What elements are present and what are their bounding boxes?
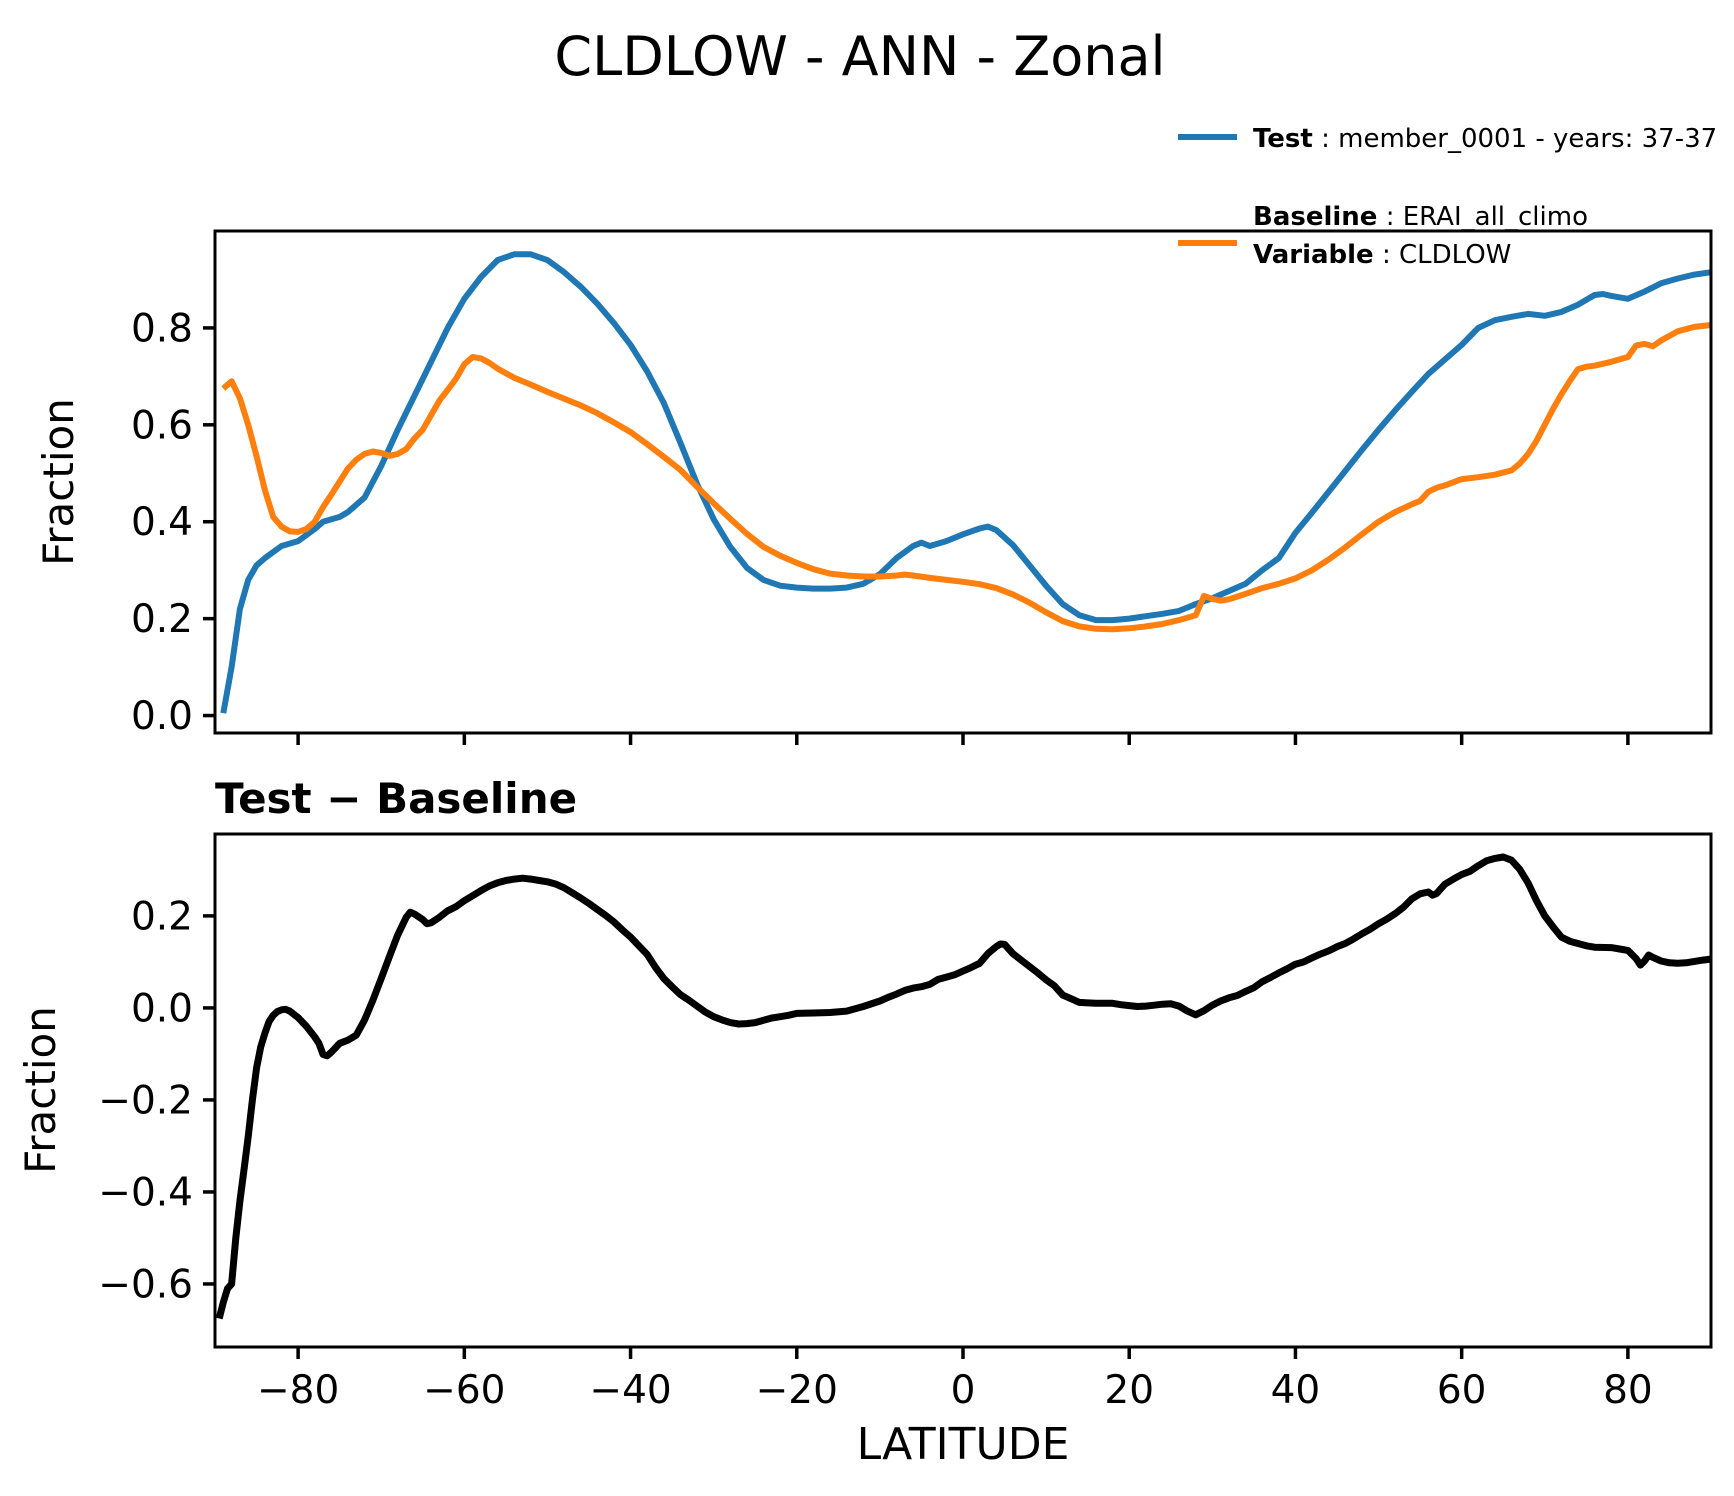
y-tick-label: −0.2 [98,1078,193,1123]
figure-title: CLDLOW - ANN - Zonal [554,25,1165,88]
top-panel-ticks: 0.0 0.2 0.4 0.6 0.8 [131,306,1630,745]
y-tick-label: 0.8 [131,306,193,351]
series-line-baseline [221,322,1712,633]
x-tick-label: 20 [1104,1368,1154,1413]
x-tick-label: −20 [756,1368,838,1413]
x-tick-label: 80 [1603,1368,1653,1413]
bottom-panel: Test − Baseline Fraction LATITUDE −80 −60… [16,774,1713,1470]
series-line-test [220,251,1712,714]
y-tick-label: 0.2 [131,894,193,939]
y-tick-label: −0.4 [98,1170,193,1215]
x-tick-label: 60 [1437,1368,1487,1413]
bottom-panel-ticks: −80 −60 −40 −20 0 20 40 60 80 0.2 0.0 −0.2 −0.4 −0.6 [98,894,1652,1413]
x-tick-label: 0 [951,1368,976,1413]
top-panel-y-axis-label: Fraction [34,398,83,566]
legend: Test : member_0001 - years: 37-37 Baseli… [1178,124,1717,270]
series-line-test-baseline-difference [215,853,1712,1320]
legend-variable-label: Variable : CLDLOW [1253,240,1511,270]
x-tick-label: −60 [423,1368,505,1413]
bottom-panel-y-axis-label: Fraction [16,1006,65,1174]
x-tick-label: 40 [1271,1368,1321,1413]
bottom-panel-frame [213,832,1713,1349]
y-tick-label: 0.4 [131,500,193,545]
x-axis-label: LATITUDE [857,1419,1070,1470]
bottom-panel-title: Test − Baseline [215,774,577,823]
x-tick-label: −80 [257,1368,339,1413]
top-panel-frame [213,229,1713,735]
legend-test-label: Test : member_0001 - years: 37-37 [1253,124,1717,154]
top-panel-series-lines [220,251,1712,714]
y-tick-label: 0.0 [131,986,193,1031]
top-panel: Fraction 0.0 0.2 0.4 0.6 0.8 [34,229,1713,745]
y-tick-label: 0.2 [131,597,193,642]
y-tick-label: −0.6 [98,1262,193,1307]
y-tick-label: 0.6 [131,403,193,448]
bottom-panel-series-lines [215,853,1712,1320]
legend-baseline-label: Baseline : ERAI_all_climo [1253,202,1588,232]
y-tick-label: 0.0 [131,694,193,739]
x-tick-label: −40 [589,1368,671,1413]
